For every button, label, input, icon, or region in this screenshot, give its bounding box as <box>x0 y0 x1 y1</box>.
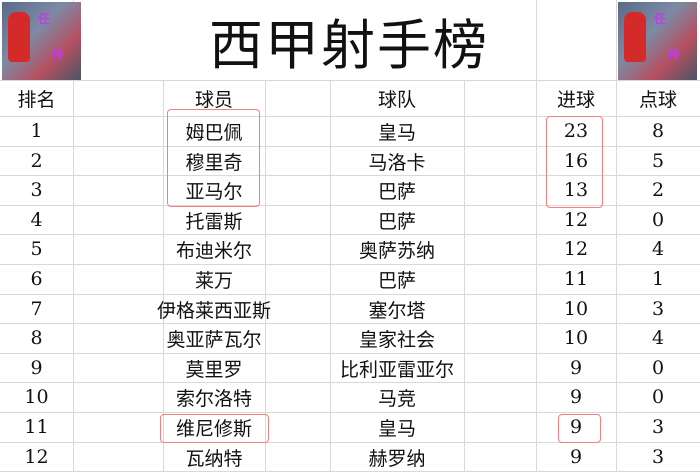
cell-player[interactable]: 亚马尔 <box>185 180 243 203</box>
column-divider <box>163 0 164 472</box>
row-divider <box>0 80 700 81</box>
cell-penalties[interactable]: 8 <box>651 120 665 142</box>
cell-team[interactable]: 皇家社会 <box>358 328 435 351</box>
anime-image-left: 任传 <box>2 2 81 80</box>
cell-team[interactable]: 比利亚雷亚尔 <box>339 358 454 381</box>
row-divider <box>0 234 700 235</box>
cell-penalties[interactable]: 4 <box>651 327 665 349</box>
cell-rank[interactable]: 4 <box>30 209 43 231</box>
cell-rank[interactable]: 5 <box>30 238 43 260</box>
anime-image-right: 任传 <box>618 2 697 80</box>
highlight-box-top3-goals <box>546 116 603 208</box>
cell-goals[interactable]: 9 <box>569 416 583 438</box>
highlight-box-top3-players <box>167 109 260 207</box>
cell-player[interactable]: 布迪米尔 <box>175 239 252 262</box>
header-goals[interactable]: 进球 <box>556 89 595 111</box>
row-divider <box>0 353 700 354</box>
cell-rank[interactable]: 2 <box>30 150 43 172</box>
cell-player[interactable]: 莫里罗 <box>185 358 243 381</box>
cell-player[interactable]: 伊格莱西亚斯 <box>157 299 272 322</box>
cell-goals[interactable]: 12 <box>563 238 589 260</box>
header-player[interactable]: 球员 <box>194 89 233 111</box>
row-divider <box>0 116 700 117</box>
cell-penalties[interactable]: 1 <box>651 268 665 290</box>
cell-rank[interactable]: 3 <box>30 179 43 201</box>
row-divider <box>0 323 700 324</box>
header-rank[interactable]: 排名 <box>17 89 56 111</box>
cell-player[interactable]: 姆巴佩 <box>185 121 243 144</box>
cell-penalties[interactable]: 0 <box>651 209 665 231</box>
cell-player[interactable]: 索尔洛特 <box>175 387 252 410</box>
column-divider <box>616 0 617 472</box>
cell-penalties[interactable]: 2 <box>651 179 665 201</box>
cell-team[interactable]: 皇马 <box>377 417 416 440</box>
cell-team[interactable]: 马洛卡 <box>368 151 426 174</box>
cell-rank[interactable]: 6 <box>30 268 43 290</box>
cell-team[interactable]: 马竞 <box>377 387 416 410</box>
cell-goals[interactable]: 11 <box>563 268 589 290</box>
row-divider <box>0 205 700 206</box>
cell-penalties[interactable]: 0 <box>651 386 665 408</box>
cell-rank[interactable]: 12 <box>24 446 49 468</box>
cell-penalties[interactable]: 3 <box>651 298 665 320</box>
cell-goals[interactable]: 9 <box>569 357 583 379</box>
row-divider <box>0 442 700 443</box>
header-team[interactable]: 球队 <box>377 89 416 111</box>
cell-rank[interactable]: 8 <box>30 327 43 349</box>
cell-penalties[interactable]: 3 <box>651 446 665 468</box>
cell-player[interactable]: 维尼修斯 <box>175 417 252 440</box>
column-divider <box>330 0 331 472</box>
cell-rank[interactable]: 7 <box>30 298 43 320</box>
cell-player[interactable]: 穆里奇 <box>185 151 243 174</box>
cell-goals[interactable]: 10 <box>563 298 589 320</box>
row-divider <box>0 175 700 176</box>
cell-player[interactable]: 奥亚萨瓦尔 <box>166 328 262 351</box>
cell-rank[interactable]: 9 <box>30 357 43 379</box>
header-penalties[interactable]: 点球 <box>638 89 677 111</box>
cell-player[interactable]: 莱万 <box>194 269 233 292</box>
cell-team[interactable]: 塞尔塔 <box>368 299 426 322</box>
cell-penalties[interactable]: 4 <box>651 238 665 260</box>
cell-team[interactable]: 奥萨苏纳 <box>358 239 435 262</box>
cell-goals[interactable]: 23 <box>563 120 589 142</box>
cell-goals[interactable]: 10 <box>563 327 589 349</box>
column-divider <box>536 0 537 472</box>
cell-rank[interactable]: 1 <box>30 120 43 142</box>
cell-team[interactable]: 赫罗纳 <box>368 447 426 470</box>
row-divider <box>0 294 700 295</box>
column-divider <box>464 0 465 472</box>
cell-goals[interactable]: 16 <box>563 150 589 172</box>
cell-penalties[interactable]: 3 <box>651 416 665 438</box>
cell-team[interactable]: 巴萨 <box>377 210 416 233</box>
cell-goals[interactable]: 12 <box>563 209 589 231</box>
cell-player[interactable]: 瓦纳特 <box>185 447 243 470</box>
row-divider <box>0 146 700 147</box>
cell-rank[interactable]: 11 <box>24 416 49 438</box>
cell-rank[interactable]: 10 <box>24 386 49 408</box>
row-divider <box>0 264 700 265</box>
column-divider <box>73 0 74 472</box>
column-divider <box>265 0 266 472</box>
cell-penalties[interactable]: 5 <box>651 150 665 172</box>
cell-goals[interactable]: 13 <box>563 179 589 201</box>
cell-player[interactable]: 托雷斯 <box>185 210 243 233</box>
cell-team[interactable]: 巴萨 <box>377 269 416 292</box>
cell-team[interactable]: 巴萨 <box>377 180 416 203</box>
cell-team[interactable]: 皇马 <box>377 121 416 144</box>
row-divider <box>0 412 700 413</box>
cell-penalties[interactable]: 0 <box>651 357 665 379</box>
page-title: 西甲射手榜 <box>163 0 535 80</box>
highlight-box-vinicius-goals <box>558 414 601 443</box>
row-divider <box>0 382 700 383</box>
cell-goals[interactable]: 9 <box>569 386 583 408</box>
highlight-box-vinicius <box>160 414 269 443</box>
cell-goals[interactable]: 9 <box>569 446 583 468</box>
